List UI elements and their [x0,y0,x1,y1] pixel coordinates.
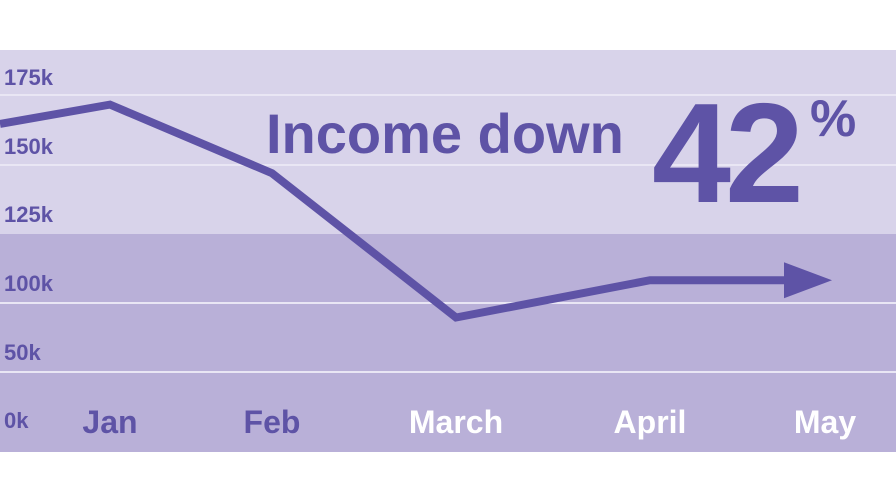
y-tick-label: 150k [4,134,54,159]
y-axis-ticks: 0k 50k 100k 125k 150k 175k [4,65,54,433]
headline-unit: % [810,90,856,148]
arrow-head [784,262,832,299]
x-tick-label: Jan [82,404,137,440]
lower-plot-band [0,234,896,452]
series-layer [0,100,832,322]
x-tick-label: May [794,404,856,440]
y-tick-label: 175k [4,65,54,90]
y-tick-label: 50k [4,340,41,365]
y-tick-label: 125k [4,202,54,227]
headline: Income down 42 % [266,74,856,233]
x-tick-label: Feb [244,404,301,440]
x-axis-ticks: Jan Feb March April May [82,404,856,440]
gridlines [0,94,896,373]
x-tick-label: April [614,404,687,440]
y-tick-label: 0k [4,408,29,433]
upper-plot-band [0,50,896,234]
headline-text: Income down [266,102,624,165]
headline-value: 42 [652,74,799,233]
x-tick-label: March [409,404,503,440]
y-tick-label: 100k [4,271,54,296]
series-line [0,100,784,322]
